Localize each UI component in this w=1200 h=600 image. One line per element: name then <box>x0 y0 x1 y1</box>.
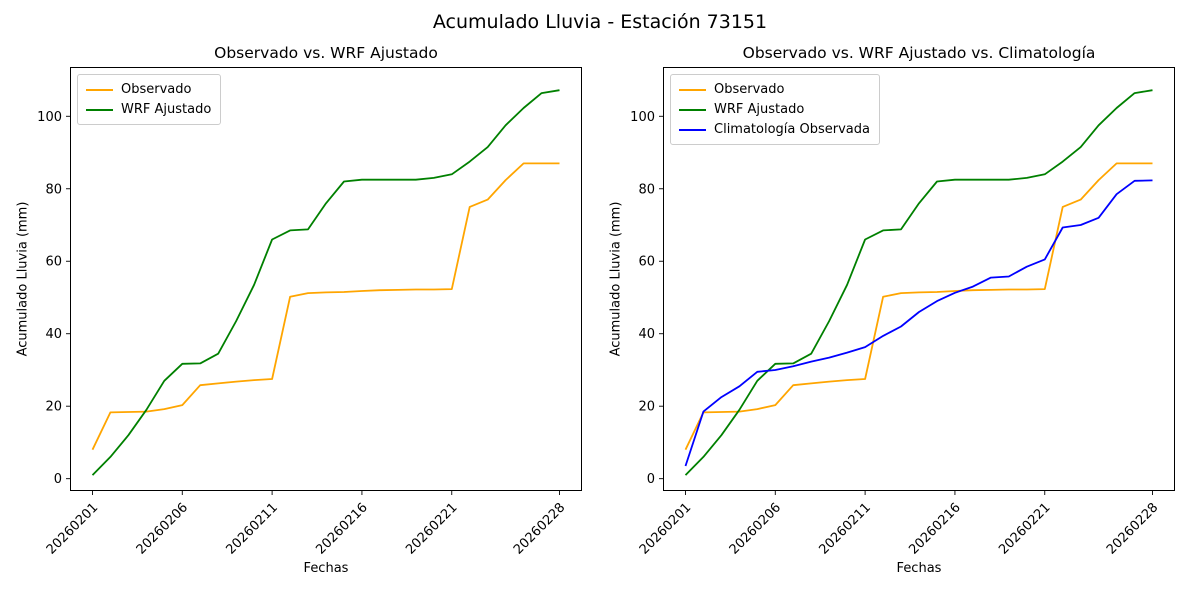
left-xtick-label: 20260206 <box>134 500 191 557</box>
series-line-clima-right <box>684 179 1153 467</box>
right-xtick-label: 20260228 <box>1104 500 1161 557</box>
left-ytick-label: 60 <box>45 255 62 270</box>
legend-label-clima: Climatología Observada <box>714 122 870 137</box>
legend-item-wrf: WRF Ajustado <box>86 101 211 118</box>
legend-item-observado: Observado <box>86 81 211 98</box>
left-yaxis-label: Acumulado Lluvia (mm) <box>15 201 31 357</box>
legend-item-observado: Observado <box>679 81 870 98</box>
left-legend: Observado WRF Ajustado <box>77 74 222 125</box>
right-xtick-label: 20260221 <box>996 500 1053 557</box>
series-line-observado-left <box>91 162 560 451</box>
right-ytick-label: 100 <box>630 110 655 125</box>
right-legend: Observado WRF Ajustado Climatología Observ… <box>670 74 880 145</box>
left-ytick-label: 80 <box>45 182 62 197</box>
right-plot-frame <box>663 67 1175 491</box>
left-xtick-label: 20260221 <box>403 500 460 557</box>
right-xtick-label: 20260211 <box>817 500 874 557</box>
legend-swatch-observado <box>679 88 706 91</box>
legend-swatch-wrf <box>86 108 113 111</box>
legend-label-wrf: WRF Ajustado <box>714 102 805 117</box>
left-xtick-label: 20260228 <box>511 500 568 557</box>
right-yaxis-label: Acumulado Lluvia (mm) <box>608 201 624 357</box>
right-xtick-label: 20260216 <box>906 500 963 557</box>
left-chart-title: Observado vs. WRF Ajustado <box>214 44 438 62</box>
right-xtick-label: 20260201 <box>637 500 694 557</box>
legend-label-wrf: WRF Ajustado <box>121 102 212 117</box>
legend-swatch-wrf <box>679 108 706 111</box>
right-chart-title: Observado vs. WRF Ajustado vs. Climatolo… <box>742 44 1096 62</box>
right-xtick-label: 20260206 <box>727 500 784 557</box>
series-line-observado-right <box>684 162 1153 451</box>
figure-title: Acumulado Lluvia - Estación 73151 <box>432 11 768 33</box>
right-ytick-label: 80 <box>638 182 655 197</box>
left-xtick-label: 20260211 <box>224 500 281 557</box>
series-line-wrf-right <box>684 89 1153 476</box>
right-ytick-label: 20 <box>638 400 655 415</box>
left-ytick-label: 0 <box>54 472 62 487</box>
left-xaxis-label: Fechas <box>303 561 349 576</box>
left-ytick-label: 20 <box>45 400 62 415</box>
series-line-wrf-left <box>91 89 560 476</box>
left-plot-frame <box>70 67 582 491</box>
right-ytick-label: 60 <box>638 255 655 270</box>
left-ytick-label: 40 <box>45 327 62 342</box>
left-chart-area: 0 20 40 60 80 100 20260201 20260206 20260211 2026… <box>37 67 582 558</box>
legend-item-clima: Climatología Observada <box>679 121 870 138</box>
left-ytick-label: 100 <box>37 110 62 125</box>
right-xaxis-label: Fechas <box>896 561 942 576</box>
legend-swatch-clima <box>679 128 706 131</box>
legend-label-observado: Observado <box>121 82 192 97</box>
legend-item-wrf: WRF Ajustado <box>679 101 870 118</box>
right-ytick-label: 0 <box>647 472 655 487</box>
legend-swatch-observado <box>86 88 113 91</box>
right-ytick-label: 40 <box>638 327 655 342</box>
left-xtick-label: 20260216 <box>313 500 370 557</box>
left-xtick-label: 20260201 <box>44 500 101 557</box>
legend-label-observado: Observado <box>714 82 785 97</box>
